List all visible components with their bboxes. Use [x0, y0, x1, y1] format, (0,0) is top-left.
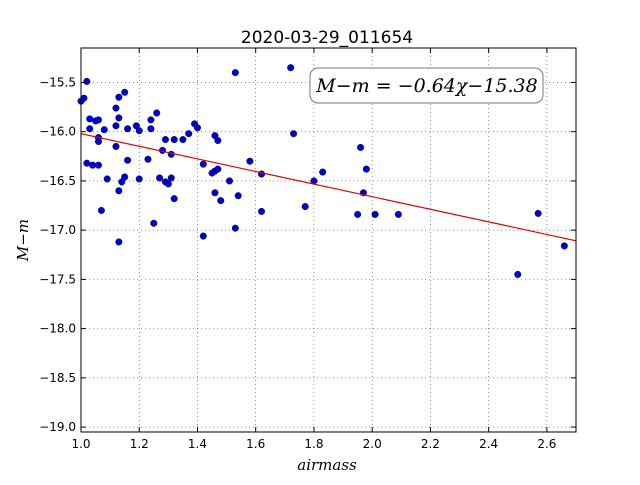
- data-point: [144, 155, 152, 163]
- x-tick-label: 1.6: [246, 437, 265, 451]
- data-point: [354, 210, 362, 218]
- data-point: [394, 210, 402, 218]
- data-point: [115, 93, 123, 101]
- data-point: [319, 168, 327, 176]
- x-tick-label: 1.2: [130, 437, 149, 451]
- equation-box: [309, 67, 544, 104]
- data-point: [124, 125, 132, 133]
- data-point: [534, 209, 542, 217]
- data-point: [357, 143, 365, 151]
- data-point: [135, 127, 143, 135]
- data-point: [161, 136, 169, 144]
- data-point: [560, 242, 568, 250]
- chart-title: 2020-03-29_011654: [241, 28, 413, 48]
- data-point: [287, 64, 295, 72]
- data-point: [164, 180, 172, 188]
- data-point: [86, 115, 94, 123]
- data-point: [234, 192, 242, 200]
- data-point: [290, 130, 298, 138]
- axes-frame: [80, 47, 577, 433]
- data-point: [193, 124, 201, 132]
- data-point: [214, 137, 222, 145]
- data-point: [112, 122, 120, 130]
- data-point: [121, 88, 129, 96]
- data-point: [170, 136, 178, 144]
- data-point: [124, 156, 132, 164]
- data-point: [115, 238, 123, 246]
- y-tick-label: −18.0: [39, 322, 76, 336]
- y-tick-label: −16.5: [39, 174, 76, 188]
- data-point: [231, 69, 239, 77]
- data-point: [258, 207, 266, 215]
- data-point: [167, 150, 175, 158]
- data-point: [89, 161, 97, 169]
- data-point: [170, 195, 178, 203]
- y-tick-label: −18.5: [39, 371, 76, 385]
- data-point: [83, 77, 91, 85]
- plot-area: 1.0 1.2 1.4 1.6 1.8 2.0 2.2 2.4 2.6 −15.5 −16.0 −16…: [39, 47, 577, 451]
- data-point: [94, 161, 102, 169]
- data-point: [150, 219, 158, 227]
- y-tick-label: −19.0: [39, 420, 76, 434]
- x-tick-label: 1.4: [188, 437, 207, 451]
- data-point: [147, 125, 155, 133]
- data-point: [112, 142, 120, 150]
- data-point: [115, 187, 123, 195]
- data-point: [135, 175, 143, 183]
- data-point: [217, 197, 225, 205]
- data-point: [225, 177, 233, 185]
- data-point: [86, 125, 94, 133]
- y-tick-label: −16.0: [39, 125, 76, 139]
- x-tick-label: 2.6: [537, 437, 556, 451]
- x-tick-label: 2.4: [479, 437, 498, 451]
- x-tick-label: 2.0: [363, 437, 382, 451]
- data-point: [514, 270, 522, 278]
- data-point: [211, 189, 219, 197]
- data-point: [97, 206, 105, 214]
- y-tick-label: −17.0: [39, 223, 76, 237]
- data-point: [80, 94, 88, 102]
- fit-line: [80, 133, 577, 242]
- data-point: [121, 173, 129, 181]
- data-point: [153, 109, 161, 117]
- x-tick-label: 1.0: [71, 437, 90, 451]
- data-point: [147, 116, 155, 124]
- data-point: [214, 165, 222, 173]
- data-point: [246, 157, 254, 165]
- data-point: [112, 104, 120, 112]
- y-axis-label: M−m: [14, 219, 32, 262]
- data-point: [94, 138, 102, 146]
- data-point: [185, 130, 193, 138]
- data-point: [100, 126, 108, 134]
- data-point: [83, 159, 91, 167]
- x-tick-label: 1.8: [304, 437, 323, 451]
- data-point: [179, 136, 187, 144]
- data-point: [199, 232, 207, 240]
- data-point: [371, 210, 379, 218]
- data-point: [115, 114, 123, 122]
- y-tick-label: −17.5: [39, 272, 76, 286]
- x-tick-label: 2.2: [421, 437, 440, 451]
- data-point: [94, 116, 102, 124]
- data-point: [167, 174, 175, 182]
- x-axis-label: airmass: [297, 456, 357, 474]
- y-tick-label: −15.5: [39, 75, 76, 89]
- data-point: [301, 203, 309, 211]
- data-point: [362, 165, 370, 173]
- data-point: [231, 224, 239, 232]
- data-point: [199, 160, 207, 168]
- data-point: [156, 174, 164, 182]
- equation-text: M−m = −0.64χ−15.38: [315, 75, 537, 97]
- data-point: [103, 175, 111, 183]
